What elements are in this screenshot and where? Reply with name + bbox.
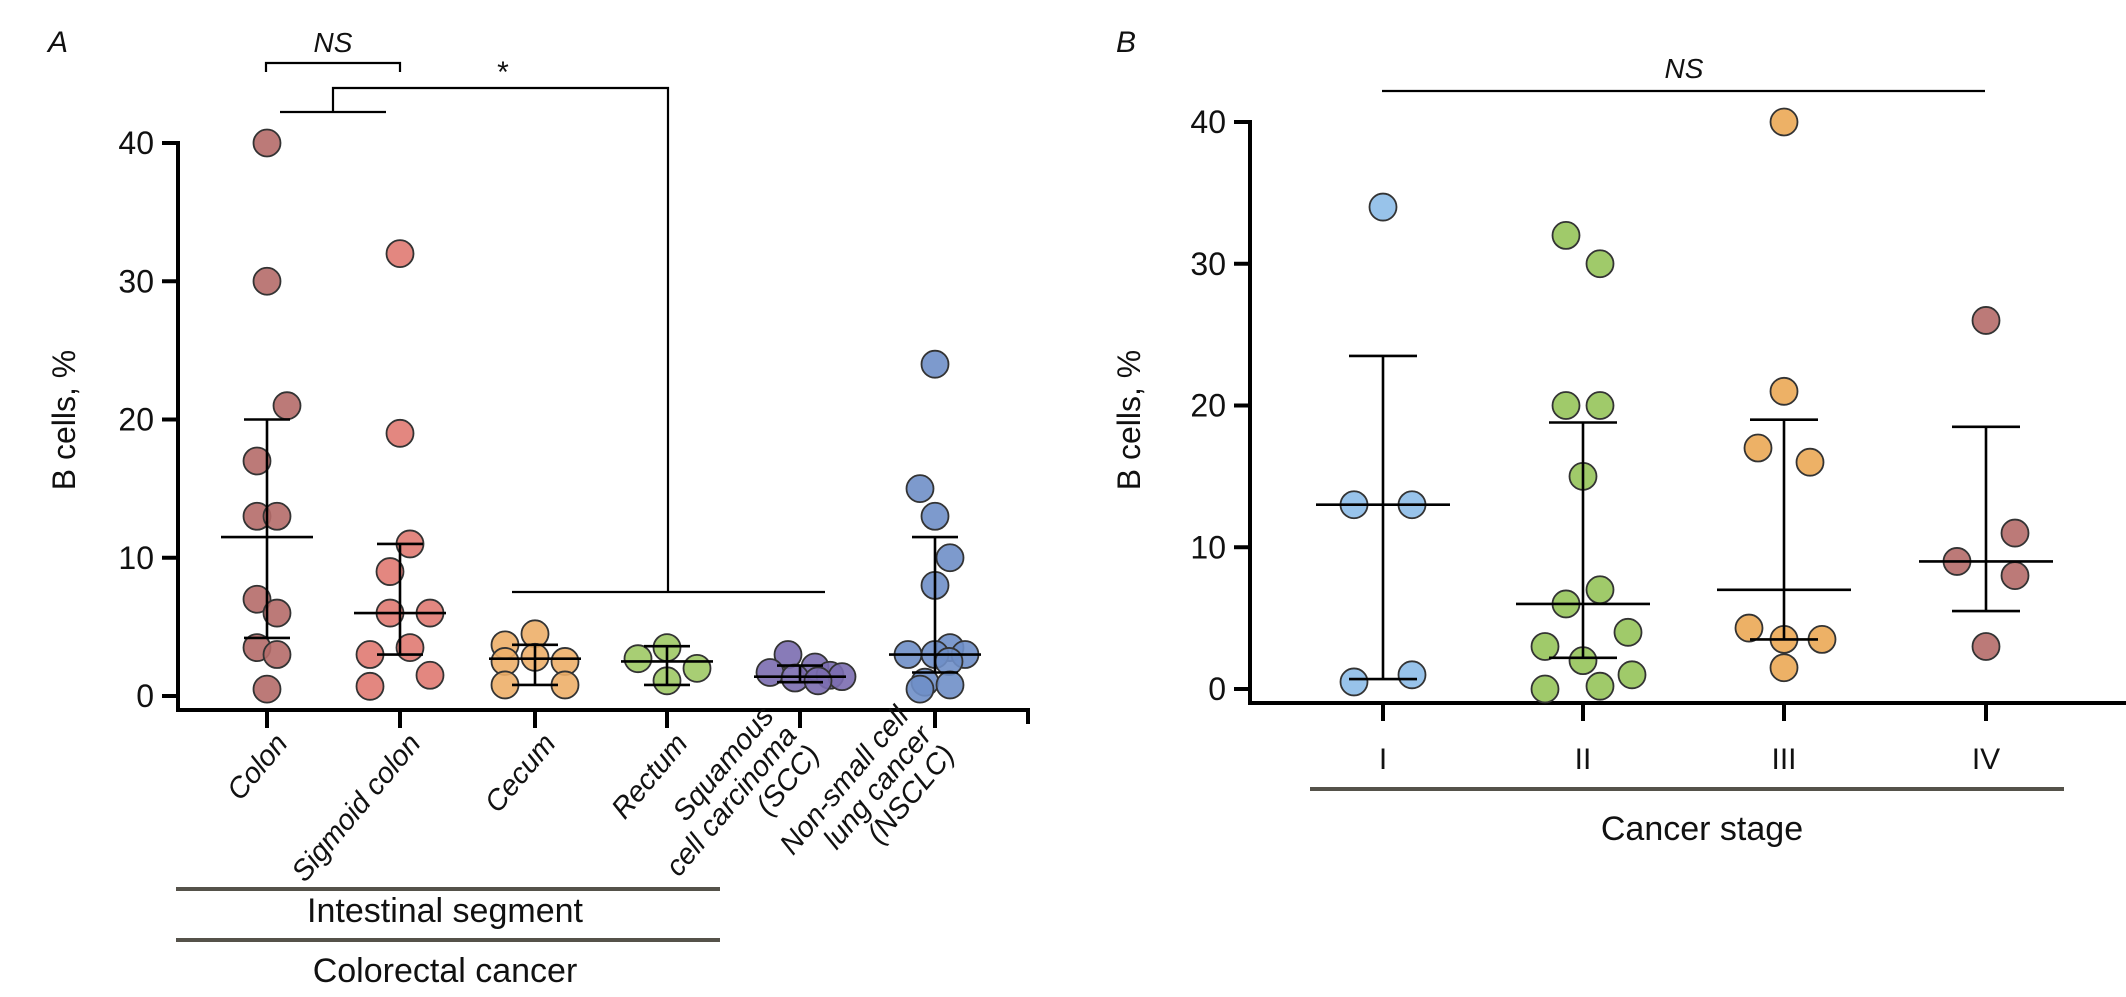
panel-b-category-labels: I II III IV [1379, 743, 2000, 776]
data-point [682, 653, 712, 683]
data-point [920, 349, 950, 379]
y-tick-label: 10 [118, 540, 154, 576]
panel-a-x-ticks [265, 710, 937, 728]
y-tick-label: 0 [1208, 671, 1226, 707]
panel-a: A B cells, % 0 10 20 30 40 NS * ColonSigmoid… [46, 26, 1030, 990]
data-point [355, 671, 385, 701]
data-point [920, 501, 950, 531]
data-point [262, 598, 292, 628]
data-point [375, 557, 405, 586]
data-point [1617, 660, 1647, 690]
data-point [2000, 561, 2030, 590]
data-point [1769, 653, 1799, 683]
data-point [935, 670, 965, 700]
data-point [1339, 667, 1369, 697]
data-point [252, 266, 282, 296]
panel-b-x-axis-title: Cancer stage [1601, 810, 1803, 848]
x-category-label: Non-small celllung cancer(NSCLC) [774, 699, 963, 899]
x-category-label: I [1379, 743, 1387, 776]
x-category-label: Cecum [479, 728, 563, 819]
data-point [252, 674, 282, 704]
data-point [1551, 391, 1581, 420]
panel-a-y-ticks: 0 10 20 30 40 [118, 125, 178, 714]
data-point [1585, 391, 1615, 420]
y-tick-label: 20 [118, 402, 154, 438]
data-point [272, 391, 302, 421]
significance-star: * [497, 56, 509, 89]
data-point [1530, 632, 1560, 661]
x-category-label-line: Sigmoid colon [286, 728, 428, 888]
panel-b-x-ticks [1381, 703, 1988, 721]
x-category-label: Squamouscell carcinoma(SCC) [637, 701, 827, 902]
data-point [262, 640, 292, 669]
data-point [2000, 518, 2030, 548]
panel-b-error-bars [1316, 354, 2053, 681]
data-point [1368, 192, 1398, 222]
data-point [623, 644, 653, 674]
group-label-intestinal-segment: Intestinal segment [307, 892, 583, 930]
panel-a-y-axis-title: B cells, % [46, 350, 82, 490]
significance-bracket-colorectal-vs-others [280, 86, 670, 592]
data-point [415, 660, 445, 690]
data-point [385, 418, 415, 448]
data-point [1734, 613, 1764, 643]
panel-a-letter: A [46, 26, 68, 59]
data-point [905, 474, 935, 504]
x-category-label: II [1575, 743, 1592, 776]
data-point [1769, 107, 1799, 137]
data-point [1551, 220, 1581, 250]
y-tick-label: 30 [118, 263, 154, 299]
y-tick-label: 40 [1190, 104, 1226, 140]
data-point [1971, 632, 2001, 661]
y-tick-label: 0 [136, 678, 154, 714]
y-tick-label: 30 [1190, 246, 1226, 282]
y-tick-label: 10 [1190, 529, 1226, 565]
x-category-label-line: Cecum [479, 728, 563, 819]
data-point [1585, 249, 1615, 279]
y-tick-label: 40 [118, 125, 154, 161]
data-point [1530, 674, 1560, 704]
panel-b-y-ticks: 0 10 20 30 40 [1190, 104, 1250, 707]
panel-b-dots [1339, 107, 2030, 704]
ns-label-panel-b: NS [1665, 53, 1704, 84]
x-category-label: III [1771, 743, 1796, 776]
data-point [1397, 660, 1427, 690]
data-point [1585, 575, 1615, 605]
panel-b-letter: B [1116, 26, 1136, 59]
ns-bracket-colon-sigmoid [264, 61, 402, 72]
data-point [1971, 306, 2001, 335]
data-point [803, 666, 833, 696]
y-tick-label: 20 [1190, 388, 1226, 424]
data-point [252, 128, 282, 158]
panel-a-dots [242, 128, 980, 704]
x-category-label-line: Colon [221, 728, 294, 807]
data-point [1613, 617, 1643, 647]
data-point [905, 674, 935, 704]
data-point [1585, 671, 1615, 701]
data-point [1769, 376, 1799, 406]
panel-a-error-bars [221, 418, 981, 687]
x-category-label: IV [1972, 743, 2000, 776]
group-label-colorectal-cancer: Colorectal cancer [313, 952, 578, 990]
data-point [262, 501, 292, 531]
data-point [242, 584, 272, 614]
x-category-label: Sigmoid colon [286, 728, 428, 888]
data-point [935, 543, 965, 573]
data-point [1795, 447, 1825, 477]
ns-label-panel-a: NS [314, 27, 353, 58]
data-point [242, 446, 272, 476]
x-category-label: Colon [221, 728, 294, 807]
panel-b-y-axis-title: B cells, % [1111, 350, 1147, 490]
data-point [385, 239, 415, 269]
data-point [1743, 433, 1773, 463]
